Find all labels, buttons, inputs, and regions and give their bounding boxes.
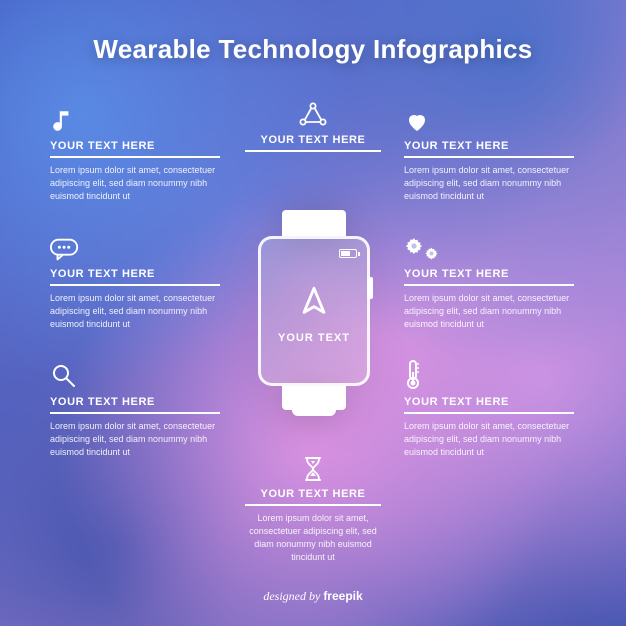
item-body: Lorem ipsum dolor sit amet, consectetuer…: [245, 506, 381, 564]
item-label: YOUR TEXT HERE: [245, 128, 381, 152]
thermometer-icon: [404, 360, 574, 390]
smartwatch: YOUR TEXT: [258, 210, 370, 410]
battery-icon: [339, 249, 357, 258]
item-label: YOUR TEXT HERE: [404, 134, 574, 158]
gears-icon: [404, 232, 574, 262]
hourglass-icon: [245, 452, 381, 482]
credit-brand: freepik: [323, 589, 362, 603]
chat-icon: [50, 232, 220, 262]
page-title: Wearable Technology Infographics: [0, 34, 626, 65]
item-label: YOUR TEXT HERE: [50, 262, 220, 286]
watch-label: YOUR TEXT: [278, 332, 350, 344]
item-share: YOUR TEXT HERE: [245, 98, 381, 152]
watch-strap-top: [282, 210, 346, 236]
credit-line: designed by freepik: [0, 589, 626, 604]
pointer-icon: [297, 284, 331, 318]
share-icon: [245, 98, 381, 128]
item-body: Lorem ipsum dolor sit amet, consectetuer…: [50, 286, 220, 331]
item-gears: YOUR TEXT HERE Lorem ipsum dolor sit ame…: [404, 232, 574, 331]
item-thermometer: YOUR TEXT HERE Lorem ipsum dolor sit ame…: [404, 360, 574, 459]
item-search: YOUR TEXT HERE Lorem ipsum dolor sit ame…: [50, 360, 220, 459]
watch-case: YOUR TEXT: [258, 236, 370, 386]
music-icon: [50, 104, 220, 134]
stage: Wearable Technology Infographics YOUR TE…: [0, 0, 626, 626]
item-body: Lorem ipsum dolor sit amet, consectetuer…: [50, 158, 220, 203]
item-body: Lorem ipsum dolor sit amet, consectetuer…: [404, 286, 574, 331]
item-chat: YOUR TEXT HERE Lorem ipsum dolor sit ame…: [50, 232, 220, 331]
item-label: YOUR TEXT HERE: [50, 134, 220, 158]
item-heart: YOUR TEXT HERE Lorem ipsum dolor sit ame…: [404, 104, 574, 203]
item-music: YOUR TEXT HERE Lorem ipsum dolor sit ame…: [50, 104, 220, 203]
credit-prefix: designed by: [263, 589, 323, 603]
search-icon: [50, 360, 220, 390]
watch-crown: [367, 277, 373, 299]
watch-strap-bottom: [282, 386, 346, 410]
item-body: Lorem ipsum dolor sit amet, consectetuer…: [404, 158, 574, 203]
heart-icon: [404, 104, 574, 134]
item-hourglass: YOUR TEXT HERE Lorem ipsum dolor sit ame…: [245, 452, 381, 564]
item-body: Lorem ipsum dolor sit amet, consectetuer…: [404, 414, 574, 459]
item-label: YOUR TEXT HERE: [50, 390, 220, 414]
item-label: YOUR TEXT HERE: [404, 262, 574, 286]
item-label: YOUR TEXT HERE: [245, 482, 381, 506]
item-label: YOUR TEXT HERE: [404, 390, 574, 414]
item-body: Lorem ipsum dolor sit amet, consectetuer…: [50, 414, 220, 459]
